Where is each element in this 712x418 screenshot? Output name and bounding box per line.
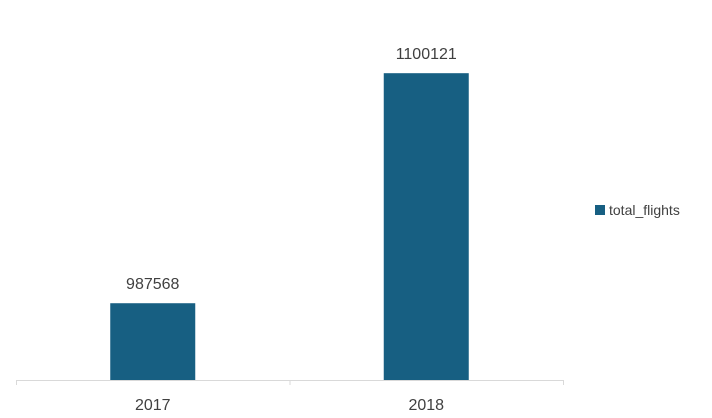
data-label-2018: 1100121	[396, 46, 457, 63]
data-label-2017: 987568	[126, 276, 179, 293]
bars-layer	[110, 73, 469, 380]
x-tick-label-2018: 2018	[408, 397, 444, 414]
bar-2018	[383, 73, 469, 380]
legend: total_flights	[595, 202, 680, 218]
legend-label-total-flights: total_flights	[609, 202, 680, 218]
bar-2017	[110, 303, 196, 380]
legend-swatch-total-flights	[595, 205, 605, 215]
x-axis: 2017 2018	[16, 380, 564, 414]
data-labels-layer: 987568 1100121	[126, 46, 457, 293]
x-tick-label-2017: 2017	[135, 397, 171, 414]
